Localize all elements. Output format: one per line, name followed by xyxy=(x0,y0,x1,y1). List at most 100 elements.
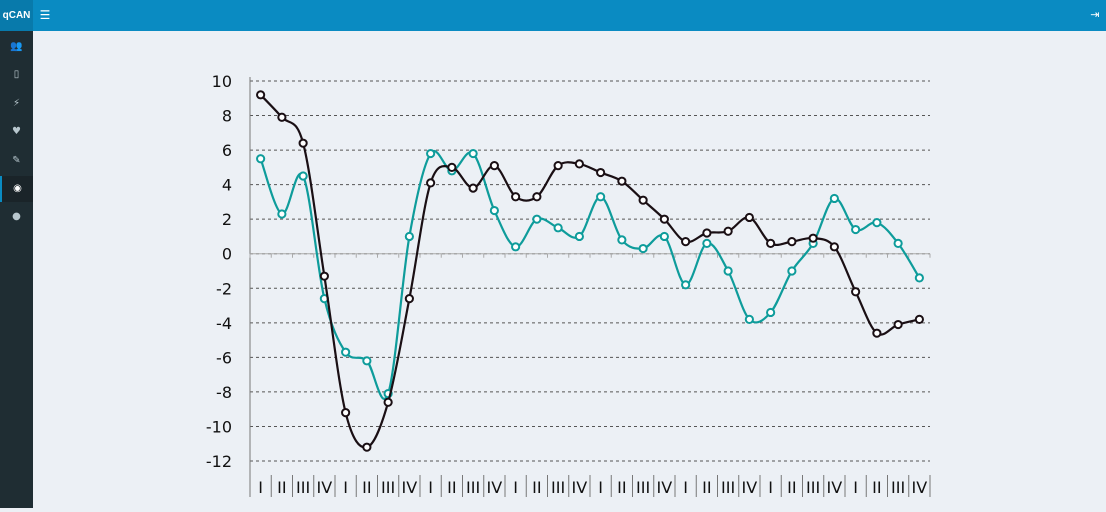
series-2-point xyxy=(893,319,903,330)
y-tick-label: -2 xyxy=(216,279,232,298)
x-tick-label: II xyxy=(532,478,541,497)
x-tick-label: III xyxy=(296,478,310,497)
eye-icon[interactable]: ◉ xyxy=(0,176,33,202)
x-tick-label: IV xyxy=(317,478,333,497)
series-1-point xyxy=(914,273,924,283)
series-1-point xyxy=(723,266,733,276)
series-2-point xyxy=(319,271,329,281)
series-2-point xyxy=(744,212,754,223)
plug-icon[interactable]: ⚡ xyxy=(12,98,21,109)
x-tick-label: II xyxy=(702,478,711,497)
x-tick-label: IV xyxy=(657,478,673,497)
series-1-point xyxy=(404,231,414,242)
x-tick-label: IV xyxy=(742,478,758,497)
sign-out-icon[interactable]: ⇥ xyxy=(1090,8,1100,21)
x-tick-label: III xyxy=(806,478,820,497)
x-tick-label: II xyxy=(872,478,881,497)
x-tick-label: III xyxy=(466,478,480,497)
y-tick-label: 4 xyxy=(222,176,232,195)
x-tick-label: I xyxy=(428,478,433,497)
chart-area: 10 8 6 4 2 0 -2 -4 -6 -8 -10 -12 I II III IV I II III IV I II… xyxy=(33,31,1106,508)
series-1-point xyxy=(787,266,797,276)
series-2-point xyxy=(596,167,606,178)
y-tick-label: -8 xyxy=(216,383,232,402)
series-1-point xyxy=(426,148,436,159)
series-1-point xyxy=(468,148,478,159)
x-tick-label: II xyxy=(447,478,456,497)
x-tick-label: III xyxy=(636,478,650,497)
series-1-point xyxy=(298,171,308,181)
y-tick-label: -10 xyxy=(206,417,232,436)
series-2-point xyxy=(277,112,287,122)
series-line-2 xyxy=(259,94,920,449)
app-logo[interactable]: qCAN xyxy=(0,0,33,31)
hamburger-icon[interactable]: ☰ xyxy=(39,8,51,22)
series-1-point xyxy=(893,238,903,248)
series-2-point xyxy=(617,176,627,186)
x-tick-label: IV xyxy=(827,478,843,497)
series-2-point xyxy=(659,214,669,224)
globe-icon[interactable]: ● xyxy=(12,211,21,222)
series-1-point xyxy=(574,231,584,242)
series-2-point xyxy=(426,178,436,188)
series-2-point xyxy=(511,192,521,202)
series-1-point xyxy=(659,231,669,242)
series-1-point xyxy=(702,238,712,248)
y-tick-label: -12 xyxy=(206,452,232,471)
x-tick-label: I xyxy=(258,478,263,497)
series-2-point xyxy=(829,242,839,252)
y-tick-label: -4 xyxy=(216,314,232,333)
series-2-point xyxy=(808,233,818,243)
series-2-point xyxy=(298,138,308,148)
series-1-point xyxy=(341,347,351,357)
x-tick-label: II xyxy=(362,478,371,497)
users-icon[interactable]: 👥 xyxy=(10,41,23,52)
book-icon[interactable]: ▯ xyxy=(13,69,20,80)
heartbeat-icon[interactable]: ♥ xyxy=(12,126,21,137)
y-tick-label: 10 xyxy=(212,72,232,91)
x-tick-label: I xyxy=(598,478,603,497)
x-tick-label: I xyxy=(513,478,518,497)
series-2-point xyxy=(851,287,861,297)
top-navbar: qCAN ☰ ⇥ xyxy=(0,0,1106,31)
x-tick-label: II xyxy=(617,478,626,497)
x-tick-label: III xyxy=(551,478,565,497)
series-2-point xyxy=(723,226,733,236)
y-tick-label: -6 xyxy=(216,348,232,367)
wrench-icon[interactable]: ✎ xyxy=(12,155,21,166)
series-1-point xyxy=(596,192,606,202)
series-2-point xyxy=(256,90,266,100)
y-tick-label: 2 xyxy=(222,210,232,229)
x-tick-label: II xyxy=(277,478,286,497)
series-2-point xyxy=(702,228,712,238)
series-2-point xyxy=(638,195,648,205)
series-1-point xyxy=(681,280,691,290)
x-tick-label: IV xyxy=(487,478,503,497)
x-tick-label: II xyxy=(787,478,796,497)
series-2-point xyxy=(362,442,372,452)
series-2-point xyxy=(468,183,478,193)
y-tick-label: 0 xyxy=(222,245,232,264)
series-2-point xyxy=(872,328,882,338)
series-1-point xyxy=(489,205,499,216)
series-1-point xyxy=(744,314,754,324)
series-2-point xyxy=(681,237,691,247)
series-2-point xyxy=(574,159,584,169)
series-2-point xyxy=(404,294,414,304)
series-line-1 xyxy=(259,150,921,400)
x-tick-label: I xyxy=(768,478,773,497)
series-1-point xyxy=(617,235,627,245)
x-tick-label: IV xyxy=(402,478,418,497)
series-1-point xyxy=(829,193,839,204)
x-tick-label: IV xyxy=(912,478,928,497)
series-1-point xyxy=(638,243,648,254)
series-1-point xyxy=(256,154,266,164)
x-tick-label: IV xyxy=(572,478,588,497)
x-tick-label: I xyxy=(683,478,688,497)
x-tick-label: III xyxy=(891,478,905,497)
sidebar: 👥 ▯ ⚡ ♥ ✎ ◉ ● xyxy=(0,31,33,508)
x-tick-label: I xyxy=(343,478,348,497)
series-1-point xyxy=(766,307,776,318)
series-1-point xyxy=(872,218,882,228)
